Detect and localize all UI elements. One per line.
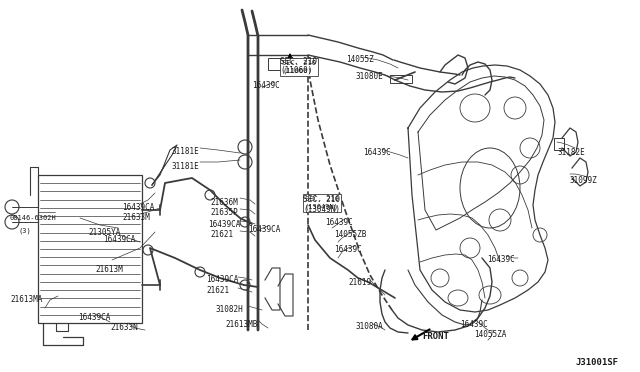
Text: 16439CA: 16439CA <box>206 275 238 284</box>
Text: 31099Z: 31099Z <box>570 176 598 185</box>
Text: 21636M: 21636M <box>210 198 237 207</box>
Text: SEC. 210
(11060): SEC. 210 (11060) <box>282 60 316 74</box>
Text: (11060): (11060) <box>280 66 312 75</box>
Text: 31181E: 31181E <box>172 162 200 171</box>
Text: 31181E: 31181E <box>172 147 200 156</box>
Text: 21621: 21621 <box>210 230 233 239</box>
Text: 21613M: 21613M <box>95 265 123 274</box>
Text: 16439C: 16439C <box>487 255 515 264</box>
Text: 21613MA: 21613MA <box>10 295 42 304</box>
Text: 21613MB: 21613MB <box>225 320 257 329</box>
Text: 16439C: 16439C <box>334 245 362 254</box>
Text: SEC. 210: SEC. 210 <box>280 57 317 66</box>
Text: 21633N: 21633N <box>110 323 138 332</box>
Text: 16439CA: 16439CA <box>122 203 154 212</box>
Text: 16439CA: 16439CA <box>103 235 136 244</box>
Text: 31182E: 31182E <box>557 148 585 157</box>
Text: 14055ZB: 14055ZB <box>334 230 366 239</box>
Text: 16439CA: 16439CA <box>78 313 110 322</box>
Bar <box>390 75 412 83</box>
Text: 16439C: 16439C <box>252 81 280 90</box>
Text: 31082H: 31082H <box>216 305 244 314</box>
Text: (3): (3) <box>18 228 31 234</box>
Bar <box>38 175 142 323</box>
Text: 31080E: 31080E <box>356 72 384 81</box>
Text: (13049N): (13049N) <box>303 205 340 214</box>
Text: 21633M: 21633M <box>122 213 150 222</box>
Text: 16439C: 16439C <box>325 218 353 227</box>
Text: 21621: 21621 <box>206 286 229 295</box>
Bar <box>554 138 564 150</box>
Text: 14055ZA: 14055ZA <box>474 330 506 339</box>
Text: SEC. 210
(13049N): SEC. 210 (13049N) <box>305 196 339 209</box>
Text: 21635P: 21635P <box>210 208 237 217</box>
Text: 16439C: 16439C <box>460 320 488 329</box>
Text: SEC. 210: SEC. 210 <box>303 195 340 204</box>
Text: 16439C: 16439C <box>363 148 391 157</box>
Text: FRONT: FRONT <box>422 332 449 341</box>
Text: 31080A: 31080A <box>355 322 383 331</box>
Text: 21305YA: 21305YA <box>88 228 120 237</box>
Text: 21619: 21619 <box>348 278 371 287</box>
Text: J31001SF: J31001SF <box>575 358 618 367</box>
Text: 16439CA: 16439CA <box>208 220 241 229</box>
Text: 16439CA: 16439CA <box>248 225 280 234</box>
Text: 14055Z: 14055Z <box>346 55 374 64</box>
Text: 08146-6302H: 08146-6302H <box>10 215 57 221</box>
Bar <box>268 58 296 70</box>
